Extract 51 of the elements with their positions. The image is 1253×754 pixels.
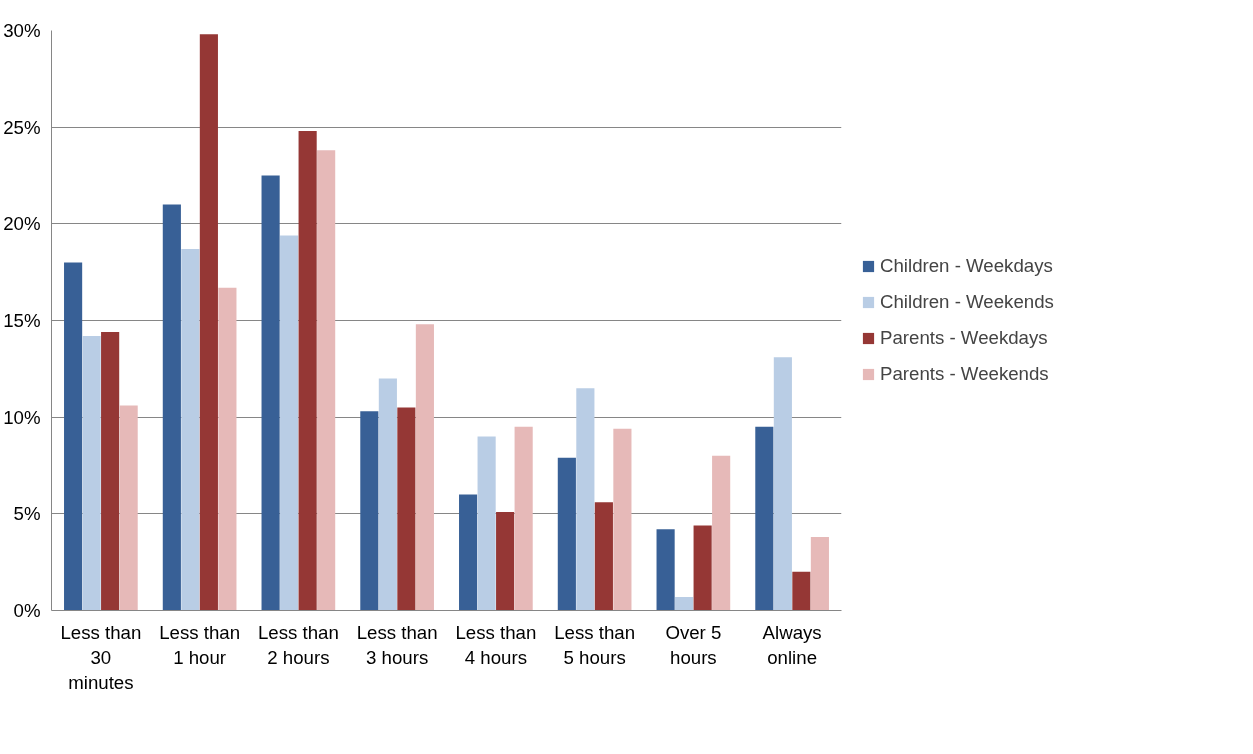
bar <box>415 324 434 611</box>
y-tick-label: 5% <box>13 503 41 525</box>
bar <box>199 34 218 611</box>
bar <box>792 571 811 611</box>
bar <box>218 287 237 611</box>
x-tick-label: Less than 3 hours <box>356 621 438 668</box>
bar <box>317 150 336 611</box>
y-tick-label: 0% <box>13 600 41 621</box>
y-tick-label: 10% <box>3 406 41 428</box>
bar <box>675 596 694 611</box>
bar <box>162 204 181 611</box>
x-tick-label: Less than 5 hours <box>554 621 636 668</box>
legend-label: Parents - Weekdays <box>880 327 1048 349</box>
x-tick-label: Less than 30 minutes <box>60 621 142 693</box>
y-tick-label: 15% <box>3 310 41 331</box>
x-tick-label: Less than 1 hour <box>159 621 241 668</box>
bar <box>477 436 496 611</box>
bar <box>613 428 632 611</box>
bar <box>119 405 138 611</box>
x-tick-label: Less than 4 hours <box>455 621 537 668</box>
legend-label: Parents - Weekends <box>880 363 1049 385</box>
bar <box>693 525 712 611</box>
bar <box>181 248 200 611</box>
x-tick-label: Less than 2 hours <box>257 621 339 668</box>
bar <box>810 537 829 611</box>
bar <box>280 235 299 611</box>
bar <box>82 335 101 611</box>
bar <box>378 378 397 611</box>
bar <box>712 455 731 611</box>
bar <box>594 502 613 611</box>
bar <box>397 407 416 611</box>
bar <box>496 511 515 611</box>
bar <box>773 357 792 611</box>
y-tick-label: 30% <box>3 20 41 41</box>
x-tick-label: Over 5 hours <box>665 621 722 668</box>
bar <box>557 457 576 611</box>
legend-label: Children - Weekdays <box>880 255 1053 277</box>
bar <box>576 388 595 611</box>
bar <box>656 529 675 611</box>
bar <box>64 262 83 611</box>
bar <box>261 175 280 611</box>
bar <box>360 411 379 611</box>
y-tick-label: 25% <box>3 116 41 138</box>
legend-label: Children - Weekends <box>880 291 1054 313</box>
bar <box>101 332 120 611</box>
bar <box>459 494 478 611</box>
x-tick-label: Always online <box>762 621 822 668</box>
bar <box>514 426 533 611</box>
bar <box>298 131 317 611</box>
bar <box>755 426 774 611</box>
y-tick-label: 20% <box>3 213 41 235</box>
